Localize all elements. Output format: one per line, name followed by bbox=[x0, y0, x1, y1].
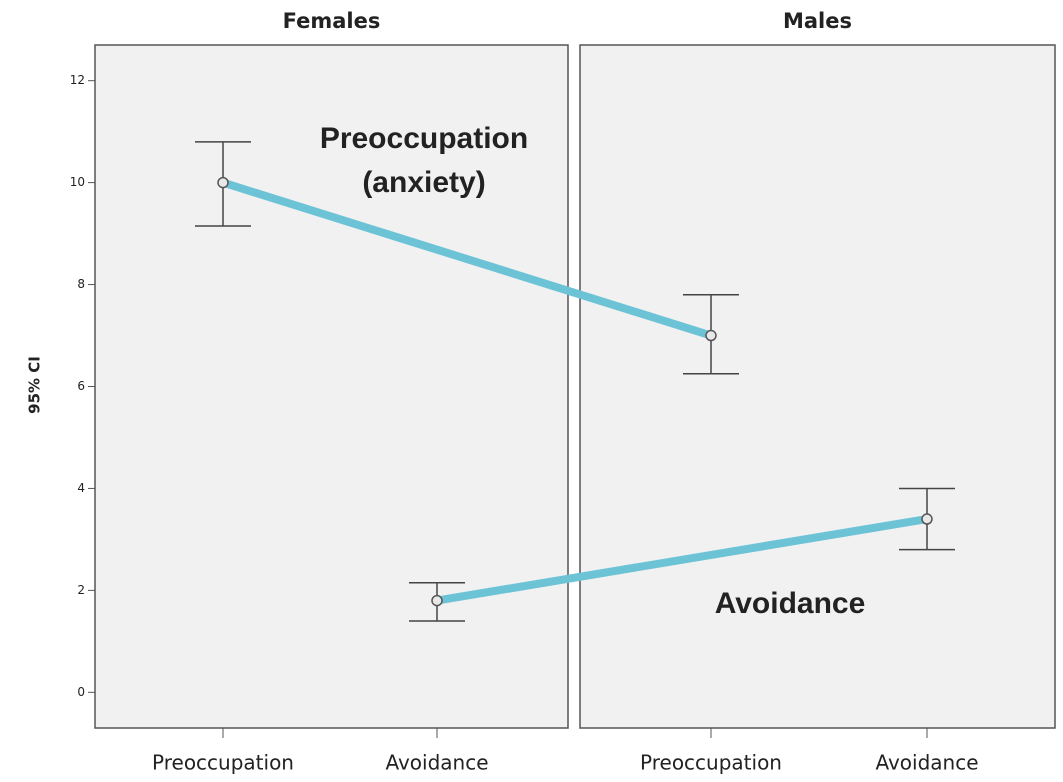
panel-title: Males bbox=[783, 9, 852, 33]
connector-line bbox=[219, 178, 715, 340]
x-tick-label: Avoidance bbox=[875, 751, 978, 775]
x-tick-label: Preoccupation bbox=[152, 751, 294, 775]
x-tick-label: Avoidance bbox=[385, 751, 488, 775]
y-tick-label: 12 bbox=[70, 73, 85, 87]
x-tick-label: Preoccupation bbox=[640, 751, 782, 775]
y-tick-label: 6 bbox=[77, 379, 85, 393]
y-axis-label: 95% CI bbox=[26, 356, 44, 414]
mean-marker bbox=[217, 176, 229, 189]
annotation: Avoidance bbox=[715, 587, 866, 620]
connector-line bbox=[433, 515, 931, 605]
annotation: (anxiety) bbox=[362, 166, 485, 199]
y-tick-label: 10 bbox=[70, 175, 85, 189]
y-tick-label: 2 bbox=[77, 583, 85, 597]
panel bbox=[579, 44, 1056, 729]
mean-marker bbox=[705, 329, 717, 342]
annotation: Preoccupation bbox=[320, 122, 528, 155]
mean-marker bbox=[921, 513, 933, 525]
y-tick-label: 4 bbox=[77, 481, 85, 495]
y-tick-label: 0 bbox=[77, 685, 85, 699]
panel-title: Females bbox=[283, 9, 381, 33]
mean-marker bbox=[431, 594, 443, 607]
y-tick-label: 8 bbox=[77, 277, 85, 291]
panel bbox=[94, 44, 569, 729]
